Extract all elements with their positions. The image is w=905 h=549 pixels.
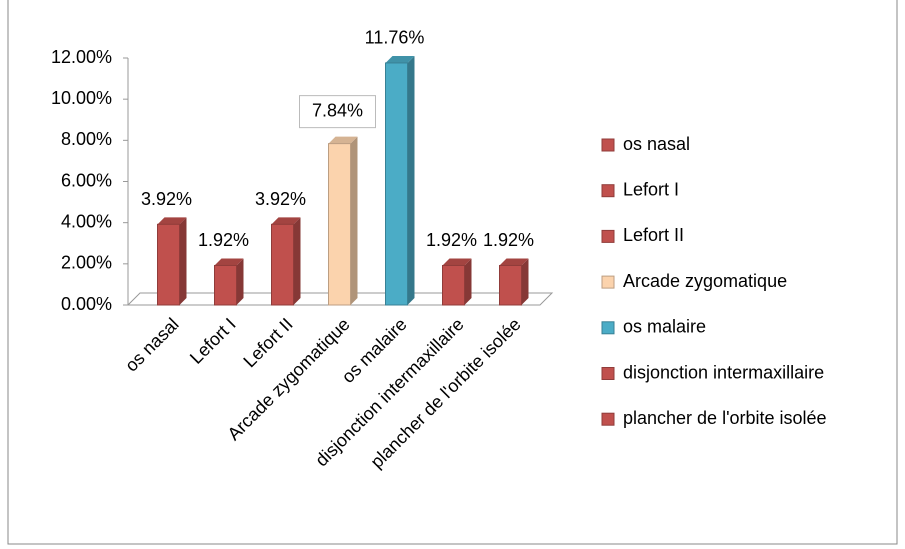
legend-swatch: [601, 229, 615, 243]
bar-front: [328, 143, 351, 306]
bar-front: [442, 264, 465, 306]
bar-front: [499, 264, 522, 306]
bar: [442, 258, 472, 306]
bar: [214, 258, 244, 306]
legend-label: Lefort II: [623, 225, 684, 245]
bar-side: [293, 217, 301, 305]
value-label: 1.92%: [483, 230, 534, 250]
y-tick-label: 8.00%: [61, 129, 112, 149]
value-label-box: [299, 95, 376, 129]
y-tick-label: 10.00%: [51, 88, 112, 108]
legend-label: os nasal: [623, 134, 690, 154]
legend-label: disjonction intermaxillaire: [623, 362, 824, 382]
bar-front: [214, 264, 237, 306]
y-tick-label: 4.00%: [61, 211, 112, 231]
bar-front: [271, 223, 294, 306]
bar: [385, 55, 415, 306]
legend-swatch: [601, 138, 615, 152]
legend-swatch: [601, 184, 615, 198]
bar-front: [157, 223, 180, 306]
bar-top: [271, 217, 301, 225]
legend-label: Lefort I: [623, 179, 679, 199]
legend-label: os malaire: [623, 317, 706, 337]
bar-top: [157, 217, 187, 225]
bar-top: [499, 258, 529, 266]
bar-top: [328, 136, 358, 144]
legend-swatch: [601, 275, 615, 289]
bar: [157, 217, 187, 306]
y-tick-label: 6.00%: [61, 170, 112, 190]
x-tick-label: Lefort I: [186, 314, 240, 368]
bar: [271, 217, 301, 306]
value-label: 1.92%: [198, 230, 249, 250]
bar-side: [464, 258, 472, 305]
legend-swatch: [601, 367, 615, 380]
bar-side: [521, 258, 529, 305]
legend-swatch: [601, 412, 615, 426]
bar-top: [442, 258, 472, 266]
bar-side: [236, 258, 244, 305]
x-tick-label: os nasal: [121, 314, 183, 376]
value-label: 1.92%: [426, 230, 477, 250]
bar: [499, 258, 529, 306]
value-label: 7.84%: [312, 100, 363, 120]
value-label: 11.76%: [365, 28, 425, 48]
bar-top: [214, 258, 244, 266]
bar: [328, 136, 358, 306]
y-tick-label: 0.00%: [61, 294, 112, 314]
y-tick-label: 2.00%: [61, 253, 112, 273]
bar-top: [385, 55, 415, 63]
bar-side: [350, 136, 358, 305]
value-label: 3.92%: [141, 189, 192, 209]
bar-side: [179, 217, 187, 305]
legend-label: plancher de l'orbite isolée: [623, 408, 827, 428]
legend-swatch: [601, 321, 615, 335]
bar-side: [407, 55, 415, 305]
bar-front: [385, 62, 408, 306]
y-tick-label: 12.00%: [51, 47, 112, 67]
chart-frame: [7, 0, 898, 545]
x-tick-label: Lefort II: [239, 314, 296, 371]
legend-label: Arcade zygomatique: [623, 271, 787, 291]
value-label: 3.92%: [255, 189, 306, 209]
